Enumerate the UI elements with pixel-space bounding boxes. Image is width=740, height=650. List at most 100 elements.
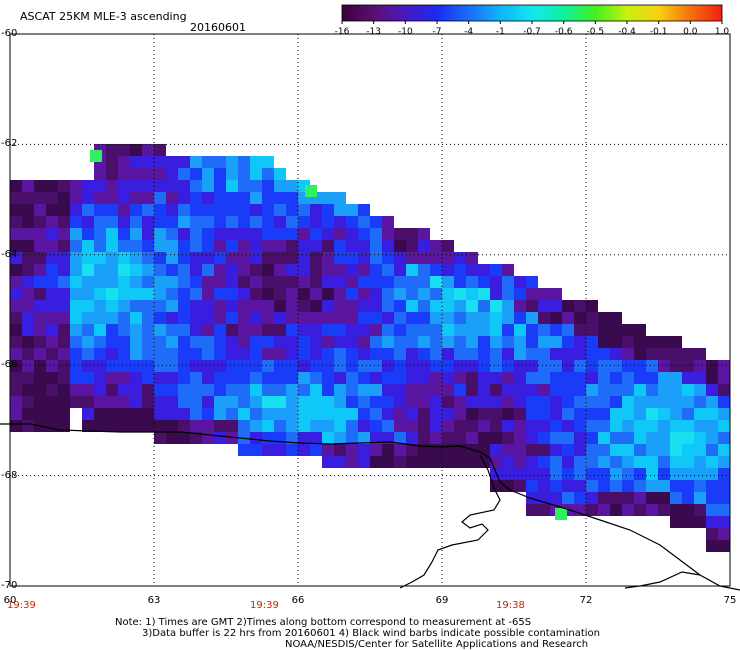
swath-pixel (562, 336, 574, 348)
swath-pixel (262, 300, 274, 312)
swath-pixel (382, 420, 394, 432)
swath-pixel (694, 444, 706, 456)
swath-pixel (706, 432, 718, 444)
swath-pixel (286, 384, 298, 396)
swath-pixel (226, 396, 238, 408)
colorbar-tick-label: 1.0 (714, 27, 730, 37)
swath-pixel (94, 336, 106, 348)
swath-pixel (298, 360, 310, 372)
swath-pixel (718, 480, 730, 492)
swath-pixel (514, 408, 526, 420)
colorbar-tick-label: -0.6 (554, 27, 573, 37)
swath-pixel (154, 168, 166, 180)
swath-pixel (478, 276, 490, 288)
swath-pixel (118, 288, 130, 300)
swath-pixel (298, 312, 310, 324)
swath-pixel (226, 264, 238, 276)
swath-pixel (502, 372, 514, 384)
swath-pixel (22, 252, 34, 264)
swath-pixel (286, 336, 298, 348)
swath-pixel (70, 300, 82, 312)
swath-pixel (226, 408, 238, 420)
swath-pixel (670, 360, 682, 372)
swath-pixel (646, 468, 658, 480)
colorbar-tick-label: -0.5 (586, 27, 605, 37)
swath-pixel (346, 276, 358, 288)
swath-pixel (46, 372, 58, 384)
swath-pixel (478, 288, 490, 300)
swath-pixel (226, 420, 238, 432)
swath-pixel (70, 372, 82, 384)
swath-pixel (550, 492, 562, 504)
swath-pixel (10, 192, 22, 204)
swath-pixel (394, 408, 406, 420)
swath-pixel (646, 396, 658, 408)
swath-pixel (466, 396, 478, 408)
swath-pixel (694, 480, 706, 492)
swath-pixel (718, 396, 730, 408)
swath-pixel (682, 492, 694, 504)
swath-pixel (226, 384, 238, 396)
swath-pixel (598, 336, 610, 348)
swath-pixel (346, 408, 358, 420)
swath-pixel (514, 348, 526, 360)
swath-pixel (70, 228, 82, 240)
swath-pixel (262, 360, 274, 372)
swath-pixel (142, 264, 154, 276)
swath-pixel (58, 264, 70, 276)
swath-pixel (70, 360, 82, 372)
swath-pixel (562, 480, 574, 492)
swath-pixel (598, 312, 610, 324)
swath-pixel (598, 456, 610, 468)
swath-pixel (106, 228, 118, 240)
swath-pixel (310, 360, 322, 372)
swath-pixel (214, 252, 226, 264)
swath-pixel (286, 216, 298, 228)
swath-pixel (106, 168, 118, 180)
swath-pixel (274, 384, 286, 396)
swath-pixel (634, 480, 646, 492)
swath-pixel (82, 288, 94, 300)
swath-pixel (526, 360, 538, 372)
swath-pixel (634, 444, 646, 456)
swath-pixel (370, 240, 382, 252)
swath-pixel (34, 264, 46, 276)
swath-pixel (574, 432, 586, 444)
swath-pixel (262, 408, 274, 420)
swath-pixel (94, 252, 106, 264)
swath-pixel (178, 408, 190, 420)
swath-pixel (10, 420, 22, 432)
swath-pixel (646, 492, 658, 504)
swath-pixel (478, 432, 490, 444)
swath-pixel (274, 408, 286, 420)
swath-pixel (262, 336, 274, 348)
swath-pixel (166, 204, 178, 216)
swath-pixel (670, 408, 682, 420)
swath-pixel (658, 432, 670, 444)
swath-pixel (166, 252, 178, 264)
swath-pixel (502, 336, 514, 348)
swath-pixel (670, 492, 682, 504)
swath-pixel (22, 420, 34, 432)
swath-pixel (454, 360, 466, 372)
swath-pixel (178, 384, 190, 396)
map-frame (9, 33, 731, 587)
swath-pixel (382, 444, 394, 456)
swath-pixel (406, 444, 418, 456)
swath-pixel (298, 348, 310, 360)
colorbar-tick-label: -7 (432, 27, 442, 37)
swath-pixel (334, 348, 346, 360)
swath-pixel (154, 180, 166, 192)
swath-pixel (538, 480, 550, 492)
swath-pixel (58, 204, 70, 216)
swath-pixel (550, 384, 562, 396)
swath-pixel (298, 228, 310, 240)
swath-pixel (502, 300, 514, 312)
swath-pixel (370, 252, 382, 264)
swath-pixel (370, 360, 382, 372)
swath-pixel (634, 360, 646, 372)
swath-pixel (442, 264, 454, 276)
swath-pixel (574, 300, 586, 312)
swath-pixel (10, 324, 22, 336)
swath-pixel (358, 444, 370, 456)
